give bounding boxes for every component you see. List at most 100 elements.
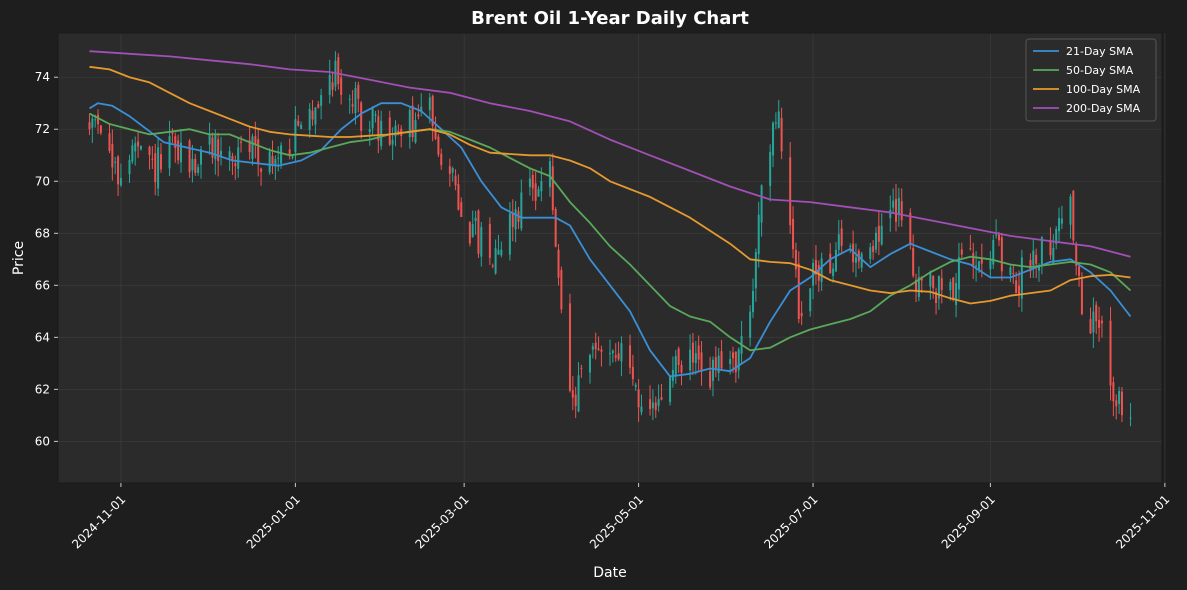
candle-body [594, 342, 597, 350]
candle-body [969, 248, 972, 250]
candle-body [300, 124, 303, 129]
candle-body [591, 346, 594, 350]
candle-body [1035, 254, 1038, 264]
candle-body [912, 248, 915, 276]
candle-body [494, 248, 497, 274]
candle-body [474, 217, 477, 222]
candle-body [792, 218, 795, 250]
candle-body [348, 99, 351, 101]
candle-body [960, 249, 963, 255]
candle-body [257, 139, 260, 163]
candle-body [437, 136, 440, 155]
candle-body [1100, 320, 1103, 324]
candle-body [895, 198, 898, 222]
candle-body [1020, 257, 1023, 299]
candle-body [480, 226, 483, 257]
candle-body [691, 342, 694, 363]
candle-body [520, 192, 523, 229]
candle-body [394, 125, 397, 137]
candle-body [915, 279, 918, 292]
candle-body [654, 402, 657, 411]
candle-body [752, 290, 755, 313]
candle-body [1098, 320, 1101, 328]
legend-label: 50-Day SMA [1066, 64, 1134, 77]
candle-body [700, 352, 703, 371]
candle-body [568, 303, 571, 391]
candle-body [551, 166, 554, 211]
candle-body [757, 214, 760, 255]
candle-body [211, 137, 214, 158]
candle-body [877, 225, 880, 242]
candle-body [1120, 391, 1123, 416]
candle-body [957, 257, 960, 290]
candle-body [929, 272, 932, 287]
candle-body [809, 288, 812, 312]
candle-body [694, 353, 697, 364]
candle-body [829, 253, 832, 274]
candle-body [460, 202, 463, 217]
candle-body [852, 243, 855, 263]
y-tick-label: 70 [35, 174, 50, 188]
candle-body [537, 189, 540, 197]
candle-body [117, 156, 120, 185]
candle-body [131, 145, 134, 162]
candle-body [128, 160, 131, 175]
candle-body [1069, 196, 1072, 225]
candle-body [729, 359, 732, 365]
chart-title: Brent Oil 1-Year Daily Chart [471, 8, 749, 29]
candle-body [937, 275, 940, 299]
candle-body [629, 345, 632, 368]
candle-body [631, 366, 634, 380]
candle-body [1012, 273, 1015, 275]
y-tick-label: 66 [35, 278, 50, 292]
candle-body [935, 291, 938, 303]
candle-body [557, 249, 560, 278]
candle-body [860, 253, 863, 268]
candle-body [168, 136, 171, 169]
candle-body [228, 151, 231, 159]
candle-body [580, 367, 583, 369]
candle-body [1078, 266, 1081, 276]
candle-body [709, 371, 712, 388]
candle-body [254, 136, 257, 145]
candle-body [314, 107, 317, 125]
candle-body [337, 57, 340, 85]
legend-box [1025, 38, 1157, 122]
candle-body [368, 129, 371, 132]
candle-body [660, 397, 663, 400]
candle-body [840, 228, 843, 246]
candle-body [119, 177, 122, 186]
candle-body [114, 161, 117, 163]
candle-body [760, 185, 763, 223]
grid-lines [58, 33, 1166, 483]
candle-body [380, 120, 383, 147]
candle-body [834, 249, 837, 272]
candle-body [952, 277, 955, 300]
candle-body [108, 133, 111, 151]
candle-body [88, 122, 91, 130]
candle-body [208, 134, 211, 145]
legend-label: 21-Day SMA [1066, 45, 1134, 58]
candle-body [197, 167, 200, 173]
candle-body [649, 399, 652, 410]
candle-body [288, 149, 291, 156]
candle-body [949, 281, 952, 291]
candle-body [351, 104, 354, 107]
candle-body [297, 120, 300, 126]
candle-body [360, 102, 363, 131]
candle-body [817, 265, 820, 281]
candle-body [554, 209, 557, 247]
candle-body [794, 249, 797, 270]
candle-body [657, 399, 660, 406]
candle-body [511, 212, 514, 227]
candle-body [548, 160, 551, 188]
candle-body [488, 224, 491, 258]
candle-body [814, 259, 817, 273]
candle-body [1058, 218, 1061, 232]
candle-body [880, 225, 883, 245]
candle-body [731, 352, 734, 359]
candle-body [995, 234, 998, 236]
candle-body [534, 183, 537, 201]
candle-body [677, 348, 680, 366]
candle-body [274, 159, 277, 167]
